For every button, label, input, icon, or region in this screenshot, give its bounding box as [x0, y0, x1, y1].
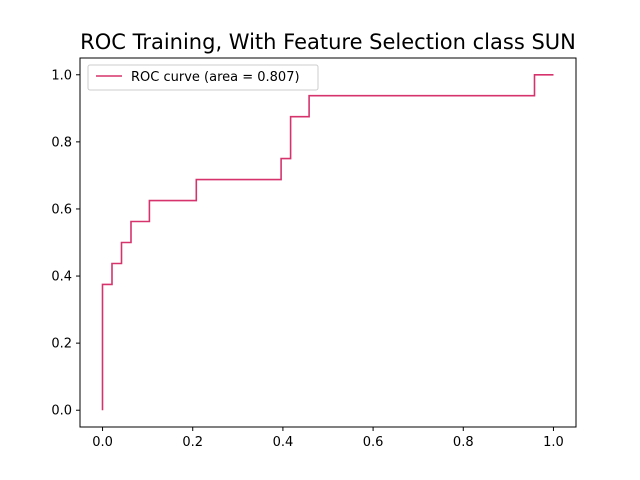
y-axis: 0.0 0.2 0.4 0.6 0.8 1.0 — [51, 68, 80, 419]
y-tick-label: 0.6 — [51, 202, 72, 217]
x-tick-label: 0.0 — [92, 435, 113, 450]
x-tick-label: 0.6 — [363, 435, 384, 450]
x-tick-label: 0.2 — [182, 435, 203, 450]
y-tick-label: 0.0 — [51, 404, 72, 419]
roc-curve-line — [101, 74, 554, 411]
legend: ROC curve (area = 0.807) — [87, 64, 319, 91]
plot-area-frame — [79, 57, 577, 428]
y-tick-label: 0.4 — [51, 270, 72, 285]
x-tick-label: 0.4 — [273, 435, 294, 450]
legend-label: ROC curve (area = 0.807) — [131, 70, 300, 85]
x-axis: 0.0 0.2 0.4 0.6 0.8 1.0 — [92, 427, 564, 450]
legend-box — [87, 64, 319, 91]
y-tick-label: 1.0 — [51, 68, 72, 83]
x-tick-label: 1.0 — [543, 435, 564, 450]
y-tick-label: 0.2 — [51, 337, 72, 352]
y-tick-label: 0.8 — [51, 135, 72, 150]
chart-title: ROC Training, With Feature Selection cla… — [80, 30, 576, 54]
x-tick-label: 0.8 — [453, 435, 474, 450]
series-layer — [101, 74, 554, 411]
